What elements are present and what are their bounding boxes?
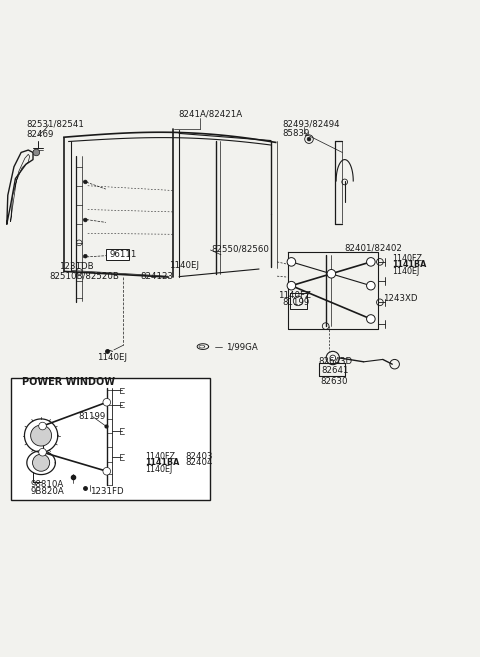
Text: 1140EJ: 1140EJ [145, 465, 172, 474]
Circle shape [327, 269, 336, 278]
Text: 82403: 82403 [185, 451, 213, 461]
Circle shape [39, 422, 47, 430]
Text: 1140FZ: 1140FZ [145, 451, 175, 461]
Text: 8241A/82421A: 8241A/82421A [178, 110, 242, 119]
Circle shape [367, 281, 375, 290]
Circle shape [367, 258, 375, 266]
Circle shape [84, 254, 87, 258]
Text: 1140FZ: 1140FZ [278, 290, 311, 300]
Text: 82630: 82630 [320, 377, 348, 386]
Text: 1231FD: 1231FD [90, 487, 124, 496]
Text: 1141BA: 1141BA [392, 260, 427, 269]
Text: 1243XD: 1243XD [383, 294, 417, 304]
Circle shape [103, 398, 110, 406]
Text: 82493/82494: 82493/82494 [283, 120, 340, 128]
Text: 81199: 81199 [283, 298, 310, 307]
Text: 85839: 85839 [283, 129, 310, 138]
Text: 82531/82541: 82531/82541 [26, 120, 84, 128]
Text: 82510B/82520B: 82510B/82520B [49, 271, 120, 281]
Text: 82641: 82641 [321, 366, 348, 375]
Text: POWER WINDOW: POWER WINDOW [22, 377, 115, 387]
Circle shape [33, 454, 49, 471]
Text: 1231DB: 1231DB [59, 262, 94, 271]
Circle shape [287, 281, 296, 290]
Circle shape [103, 467, 110, 475]
Circle shape [39, 449, 47, 456]
Text: 81199: 81199 [78, 412, 106, 421]
Text: 82404: 82404 [185, 458, 213, 467]
Text: 1141BA: 1141BA [145, 458, 179, 467]
Circle shape [330, 355, 336, 361]
Text: 1140EJ: 1140EJ [168, 261, 199, 270]
Circle shape [287, 258, 296, 266]
Text: 96111: 96111 [109, 250, 136, 260]
Text: 82643D: 82643D [319, 357, 353, 367]
Text: 1140EJ: 1140EJ [392, 267, 420, 276]
Circle shape [84, 180, 87, 184]
Text: 824123: 824123 [140, 271, 173, 281]
Text: 1140FZ: 1140FZ [392, 254, 422, 263]
Circle shape [307, 137, 311, 141]
Circle shape [31, 425, 51, 446]
Text: 98810A: 98810A [31, 480, 64, 489]
Text: 82401/82402: 82401/82402 [345, 243, 403, 252]
FancyBboxPatch shape [11, 378, 211, 500]
Circle shape [367, 315, 375, 323]
Circle shape [33, 149, 40, 156]
Text: 82550/82560: 82550/82560 [212, 244, 269, 253]
Text: 1140EJ: 1140EJ [97, 353, 127, 361]
Text: 9B820A: 9B820A [31, 487, 64, 496]
Circle shape [84, 218, 87, 222]
Text: 82469: 82469 [26, 130, 53, 139]
Text: 1/99GA: 1/99GA [226, 342, 257, 351]
FancyBboxPatch shape [106, 249, 129, 260]
